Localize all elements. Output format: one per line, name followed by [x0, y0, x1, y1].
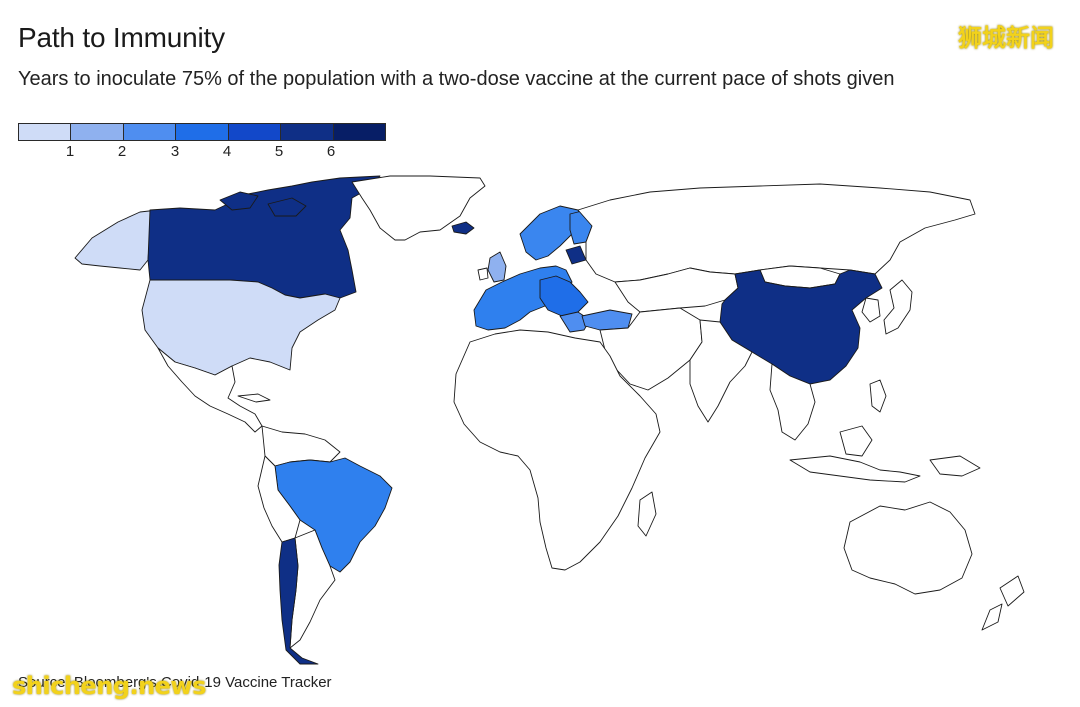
- region-northern-south-america: [261, 425, 341, 467]
- source-note: Source: Bloomberg's Covid-19 Vaccine Tra…: [18, 674, 332, 691]
- region-madagascar: [637, 491, 657, 537]
- region-southeast-asia: [769, 363, 816, 441]
- region-alaska: [74, 209, 159, 271]
- legend-tick-labels: 1 2 3 4 5 6: [18, 141, 384, 161]
- legend-tick: 6: [326, 143, 336, 160]
- legend-swatch: [333, 124, 385, 140]
- watermark-site: shicheng.news: [12, 672, 206, 700]
- legend-swatch: [281, 124, 334, 140]
- region-brazil: [274, 457, 393, 573]
- world-map-svg: [74, 175, 1025, 665]
- region-new-guinea: [929, 455, 981, 477]
- legend-tick: 4: [222, 143, 232, 160]
- world-map: [0, 170, 1080, 670]
- map-subtitle: Years to inoculate 75% of the population…: [18, 68, 895, 90]
- region-russia: [577, 183, 976, 283]
- watermark-logo: 狮城新闻: [958, 24, 1054, 52]
- legend-swatch: [71, 124, 124, 140]
- region-greenland: [351, 175, 486, 241]
- legend-color-bar: [18, 123, 386, 141]
- map-title: Path to Immunity: [18, 22, 225, 53]
- region-india: [689, 319, 753, 423]
- legend-tick: 2: [117, 143, 127, 160]
- legend-swatch: [228, 124, 282, 140]
- region-new-zealand: [999, 575, 1025, 607]
- region-canada-islands: [267, 197, 307, 217]
- region-canada-islands: [219, 191, 259, 211]
- color-legend: 1 2 3 4 5 6: [18, 123, 386, 161]
- region-mexico: [157, 347, 263, 433]
- region-iceland: [451, 221, 475, 235]
- region-australia: [843, 501, 973, 595]
- region-united-kingdom: [487, 251, 507, 283]
- legend-swatch: [176, 124, 229, 140]
- legend-swatch: [123, 124, 177, 140]
- legend-tick: 3: [170, 143, 180, 160]
- legend-swatch: [19, 124, 72, 140]
- region-baltics: [565, 245, 587, 265]
- region-caribbean: [237, 393, 271, 403]
- region-new-zealand: [981, 603, 1003, 631]
- region-chile: [278, 537, 319, 665]
- region-central-europe: [539, 275, 589, 317]
- region-ireland: [477, 267, 489, 281]
- legend-tick: 5: [274, 143, 284, 160]
- region-korea: [861, 297, 881, 323]
- region-africa: [453, 329, 661, 571]
- legend-tick: 1: [65, 143, 75, 160]
- region-philippines: [869, 379, 887, 413]
- region-indonesia: [789, 455, 921, 483]
- region-borneo: [839, 425, 873, 457]
- region-japan: [883, 279, 913, 335]
- region-turkey: [581, 309, 633, 331]
